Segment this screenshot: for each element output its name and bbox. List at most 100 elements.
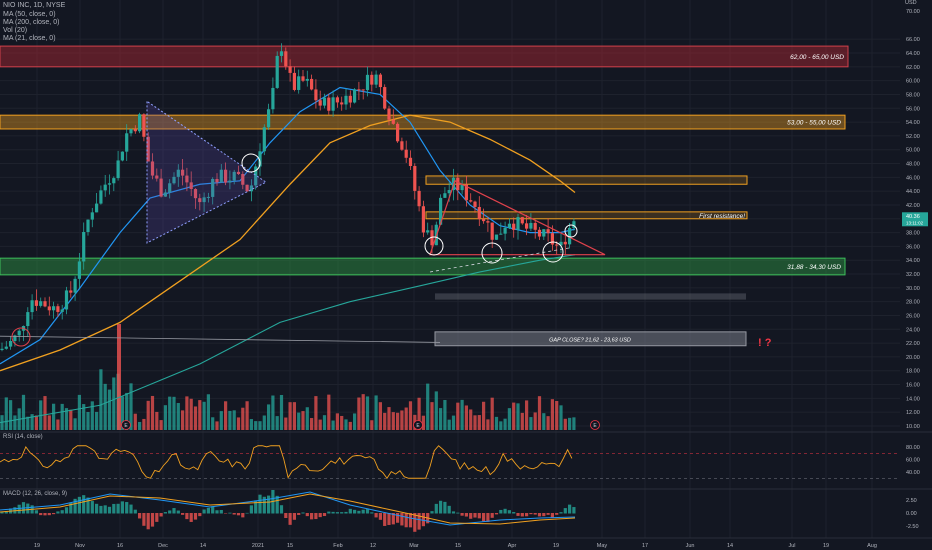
- volume-bar: [396, 412, 400, 430]
- candle-body: [482, 219, 486, 222]
- descending-triangle: [429, 179, 606, 256]
- macd-histogram-bar: [533, 513, 537, 515]
- volume-bar: [262, 415, 266, 430]
- macd-histogram-bar: [232, 513, 236, 515]
- macd-histogram-bar: [387, 513, 391, 525]
- macd-histogram-bar: [400, 513, 404, 526]
- candle-body: [193, 189, 198, 199]
- price-tick-label: 12.00: [906, 410, 920, 416]
- earnings-label: E: [416, 423, 420, 429]
- price-tick-label: 58.00: [906, 92, 920, 98]
- macd-histogram-bar: [47, 513, 51, 516]
- macd-histogram-bar: [460, 513, 464, 516]
- volume-bar: [103, 383, 107, 430]
- macd-histogram-bar: [163, 512, 167, 514]
- price-tick-label: 14.00: [906, 396, 920, 402]
- indicator-ma21[interactable]: MA (21, close, 0): [3, 35, 56, 42]
- macd-histogram-bar: [383, 513, 387, 526]
- candle-body: [327, 97, 331, 111]
- volume-bar: [516, 403, 520, 430]
- volume-bar: [288, 402, 292, 430]
- macd-histogram-bar: [391, 513, 395, 525]
- macd-histogram-bar: [262, 496, 266, 514]
- time-tick-label: Feb: [333, 543, 342, 549]
- macd-histogram-bar: [378, 513, 382, 520]
- macd-histogram-bar: [236, 513, 241, 516]
- volume-bar: [95, 411, 99, 430]
- macd-histogram-bar: [434, 503, 438, 514]
- volume-bar: [150, 395, 155, 430]
- volume-bar: [112, 377, 116, 430]
- candle-body: [232, 171, 236, 181]
- candle-body: [275, 55, 279, 88]
- candle-body: [357, 89, 361, 91]
- macd-tick-label: -2.50: [906, 524, 919, 530]
- volume-bar: [537, 396, 542, 430]
- candle-body: [456, 177, 460, 191]
- indicator-vol[interactable]: Vol (20): [3, 27, 28, 34]
- macd-histogram-bar: [374, 513, 378, 518]
- candle-body: [262, 127, 266, 152]
- volume-bar: [202, 401, 206, 430]
- macd-histogram-bar: [142, 513, 146, 526]
- indicator-ma50[interactable]: MA (50, close, 0): [3, 11, 56, 18]
- macd-histogram-bar: [275, 495, 279, 514]
- volume-bar: [9, 400, 13, 430]
- volume-bar: [322, 415, 327, 430]
- rsi-title[interactable]: RSI (14, close): [3, 434, 43, 440]
- price-tick-label: 52.00: [906, 134, 920, 140]
- candle-body: [305, 78, 309, 81]
- candle-body: [112, 178, 116, 184]
- candle-body: [90, 212, 94, 220]
- macd-histogram-bar: [284, 513, 288, 518]
- time-tick-label: Dec: [158, 543, 168, 549]
- macd-histogram-bar: [546, 513, 550, 515]
- macd-histogram-bar: [258, 494, 262, 514]
- candle-body: [26, 312, 30, 327]
- volume-bar: [305, 407, 309, 430]
- candle-body: [95, 203, 99, 213]
- volume-bar: [331, 420, 335, 430]
- macd-histogram-bar: [507, 510, 511, 514]
- macd-histogram-bar: [314, 513, 318, 520]
- macd-title[interactable]: MACD (12, 26, close, 9): [3, 491, 68, 497]
- volume-bar: [443, 399, 447, 430]
- volume-bar: [568, 417, 572, 430]
- candle-body: [284, 51, 288, 67]
- volume-bar: [499, 421, 503, 430]
- volume-bar: [370, 420, 374, 430]
- macd-histogram-bar: [181, 513, 185, 515]
- macd-histogram-bar: [219, 509, 223, 514]
- volume-bar: [181, 410, 185, 430]
- macd-histogram-bar: [322, 513, 327, 517]
- candle-body: [245, 184, 249, 192]
- highlight-circle: [424, 236, 444, 256]
- macd-histogram-bar: [34, 510, 38, 514]
- volume-bar: [284, 417, 288, 430]
- macd-histogram-bar: [469, 513, 473, 519]
- time-tick-label: 12: [370, 543, 376, 549]
- volume-bar: [550, 399, 554, 430]
- volume-bar: [383, 412, 387, 430]
- candle-body: [542, 229, 546, 237]
- volume-bar: [258, 421, 262, 430]
- macd-histogram-bar: [112, 503, 116, 514]
- volume-bar: [374, 395, 378, 430]
- volume-bar: [400, 410, 404, 430]
- candle-body: [568, 227, 572, 245]
- triangle-pattern: [146, 100, 267, 244]
- candle-body: [563, 241, 567, 245]
- price-tick-label: 28.00: [906, 300, 920, 306]
- macd-histogram-bar: [17, 504, 21, 514]
- price-tick-label: 26.00: [906, 313, 920, 319]
- volume-bar: [555, 400, 559, 430]
- macd-histogram-bar: [327, 511, 331, 514]
- price-tick-label: 34.00: [906, 258, 920, 264]
- price-tick-label: 20.00: [906, 355, 920, 361]
- volume-bar: [172, 396, 176, 430]
- indicator-ma200[interactable]: MA (200, close, 0): [3, 19, 60, 26]
- candle-body: [314, 89, 318, 101]
- candle-body: [439, 197, 443, 225]
- macd-histogram-bar: [348, 508, 352, 514]
